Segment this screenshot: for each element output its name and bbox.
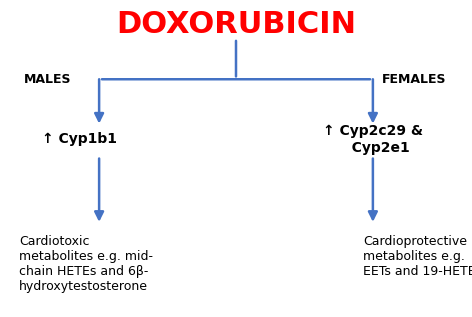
Text: FEMALES: FEMALES	[382, 73, 447, 86]
Text: MALES: MALES	[24, 73, 71, 86]
Text: ↑ Cyp1b1: ↑ Cyp1b1	[42, 133, 118, 146]
Text: Cardioprotective
metabolites e.g.
EETs and 19-HETE: Cardioprotective metabolites e.g. EETs a…	[363, 235, 472, 278]
Text: Cardiotoxic
metabolites e.g. mid-
chain HETEs and 6β-
hydroxytestosterone: Cardiotoxic metabolites e.g. mid- chain …	[19, 235, 153, 293]
Text: DOXORUBICIN: DOXORUBICIN	[116, 10, 356, 38]
Text: ↑ Cyp2c29 &
   Cyp2e1: ↑ Cyp2c29 & Cyp2e1	[323, 124, 423, 155]
